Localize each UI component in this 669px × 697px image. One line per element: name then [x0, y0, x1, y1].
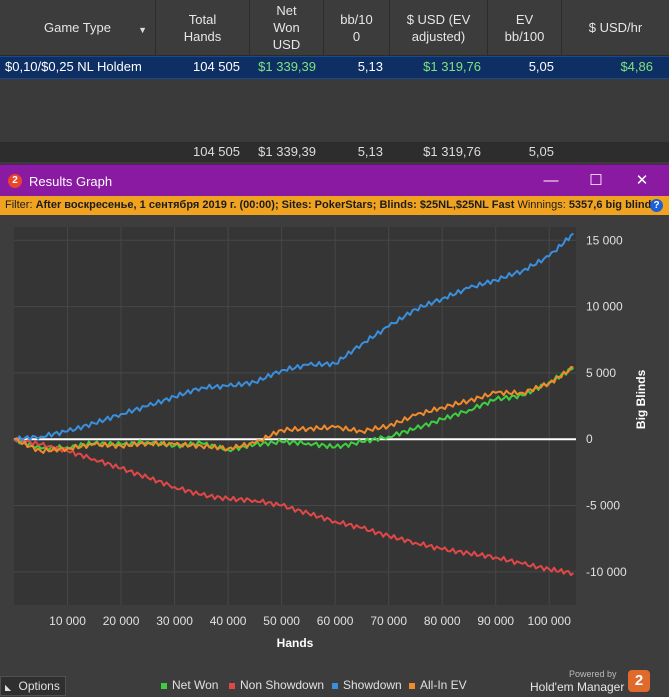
brand-name: Hold'em Manager [530, 680, 625, 694]
legend-item-showdown[interactable]: Showdown [332, 678, 402, 692]
x-axis-label: Hands [277, 636, 314, 650]
window-titlebar[interactable]: 2 Results Graph — ☐ ✕ [0, 165, 669, 196]
x-tick-label: 80 000 [424, 614, 461, 628]
legend-label: All-In EV [420, 678, 467, 692]
sort-dropdown-icon[interactable]: ▼ [138, 25, 147, 35]
legend-swatch [229, 682, 235, 689]
column-header-label: Game Type [44, 20, 111, 35]
column-header-bb100[interactable]: bb/10 0 [324, 0, 390, 55]
summary-usd-ev: $1 319,76 [423, 144, 481, 159]
powered-by-text: Powered by [569, 669, 617, 679]
column-header-label: Total Hands [183, 11, 222, 44]
filter-text: After воскресенье, 1 сентября 2019 г. (0… [35, 199, 515, 211]
column-header-label: Net Won USD [272, 3, 301, 52]
options-button[interactable]: ◣ Options [0, 676, 66, 696]
legend-swatch [161, 682, 167, 689]
x-tick-label: 20 000 [103, 614, 140, 628]
column-header-game-type[interactable]: Game Type ▼ [0, 0, 156, 55]
stats-table-header: Game Type ▼ Total Hands Net Won USD bb/1… [0, 0, 669, 56]
triangle-icon: ◣ [5, 683, 12, 692]
y-tick-label: 5 000 [586, 366, 616, 380]
column-header-net-won[interactable]: Net Won USD [250, 0, 324, 55]
y-tick-label: 10 000 [586, 300, 623, 314]
y-axis-label: Big Blinds [634, 369, 648, 429]
hem-logo-icon: 2 [628, 670, 650, 692]
cell-bb100: 5,13 [357, 59, 383, 74]
series-line-non-showdown [13, 438, 575, 577]
cell-net-won: $1 339,39 [258, 59, 316, 74]
x-tick-label: 10 000 [49, 614, 86, 628]
table-empty-area [0, 79, 669, 142]
column-header-label: bb/10 0 [340, 11, 373, 44]
x-tick-label: 50 000 [263, 614, 300, 628]
winnings-value: 5357,6 big blinds [568, 199, 658, 211]
x-tick-label: 60 000 [317, 614, 354, 628]
y-tick-label: 0 [586, 432, 593, 446]
y-tick-label: -10 000 [586, 565, 627, 579]
legend-item-all-in-ev[interactable]: All-In EV [409, 678, 467, 692]
legend-item-non-showdown[interactable]: Non Showdown [229, 678, 324, 692]
results-graph-window: 2 Results Graph — ☐ ✕ Filter: After воск… [0, 164, 669, 696]
app-logo-icon: 2 [8, 174, 22, 188]
summary-bb100: 5,13 [357, 144, 383, 159]
series-line-all-in-ev [13, 366, 574, 454]
legend-label: Net Won [172, 678, 219, 692]
cell-total-hands: 104 505 [193, 59, 240, 74]
legend-label: Non Showdown [240, 678, 325, 692]
summary-net-won: $1 339,39 [258, 144, 316, 159]
column-header-label: EV bb/100 [504, 11, 545, 44]
maximize-button[interactable]: ☐ [589, 172, 603, 189]
cell-usd-ev: $1 319,76 [423, 59, 481, 74]
x-tick-label: 100 000 [528, 614, 572, 628]
help-icon[interactable]: ? [650, 199, 663, 212]
x-tick-label: 70 000 [370, 614, 407, 628]
options-label: Options [18, 679, 60, 693]
column-header-ev-bb100[interactable]: EV bb/100 [488, 0, 562, 55]
summary-total-hands: 104 505 [193, 144, 240, 159]
summary-row: 104 505 $1 339,39 5,13 $1 319,76 5,05 [0, 142, 669, 162]
legend-swatch [409, 682, 415, 689]
column-header-total-hands[interactable]: Total Hands [156, 0, 250, 55]
summary-ev-bb100: 5,05 [528, 144, 554, 159]
legend-item-net-won[interactable]: Net Won [161, 678, 218, 692]
filter-bar[interactable]: Filter: After воскресенье, 1 сентября 20… [0, 196, 669, 215]
table-row[interactable]: $0,10/$0,25 NL Holdem 104 505 $1 339,39 … [0, 56, 669, 79]
column-header-label: $ USD (EV adjusted) [406, 11, 471, 44]
y-tick-label: -5 000 [586, 499, 620, 513]
column-header-usd-hr[interactable]: $ USD/hr [562, 0, 669, 55]
legend-label: Showdown [343, 678, 402, 692]
cell-game-type: $0,10/$0,25 NL Holdem [5, 59, 142, 74]
filter-label: Filter: [5, 199, 33, 211]
cell-ev-bb100: 5,05 [528, 59, 554, 74]
y-tick-label: 15 000 [586, 233, 623, 247]
minimize-button[interactable]: — [543, 172, 559, 189]
close-button[interactable]: ✕ [635, 172, 649, 189]
x-tick-label: 30 000 [156, 614, 193, 628]
column-header-usd-ev[interactable]: $ USD (EV adjusted) [390, 0, 488, 55]
legend-swatch [332, 682, 338, 689]
results-chart: 10 000 20 000 30 000 40 000 50 000 60 000 70 0… [13, 227, 648, 650]
column-header-label: $ USD/hr [588, 20, 643, 35]
x-tick-label: 90 000 [477, 614, 514, 628]
winnings-label: Winnings: [517, 199, 566, 211]
x-tick-label: 40 000 [210, 614, 247, 628]
window-title: Results Graph [29, 174, 113, 189]
cell-usd-hr: $4,86 [620, 59, 653, 74]
series-line-showdown [13, 232, 574, 442]
